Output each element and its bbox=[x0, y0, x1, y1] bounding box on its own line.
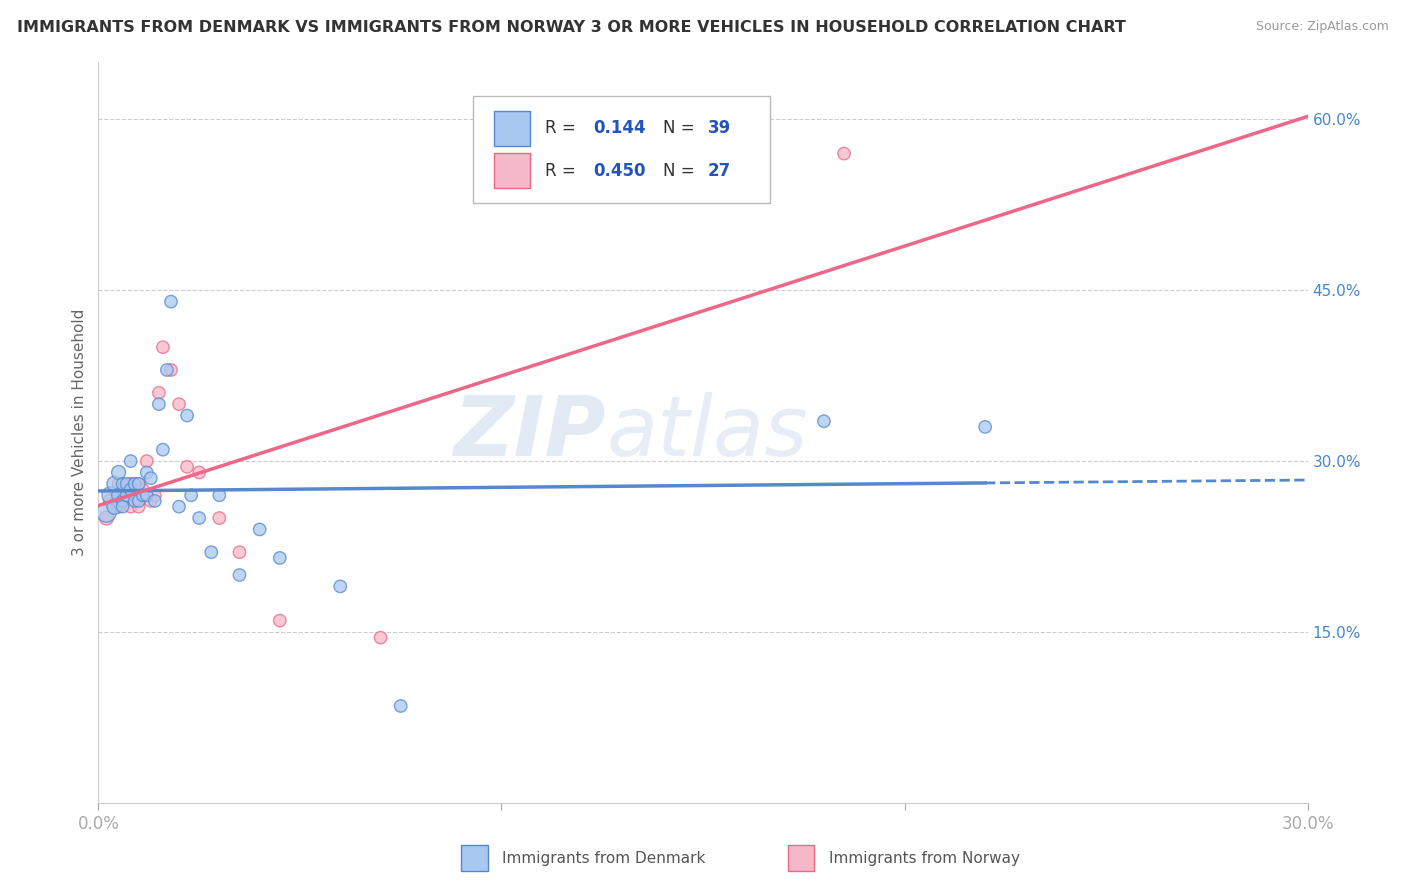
Point bbox=[111, 494, 134, 508]
Point bbox=[329, 579, 352, 593]
Point bbox=[228, 545, 250, 559]
Point bbox=[143, 488, 166, 502]
Point bbox=[156, 363, 179, 377]
Point bbox=[103, 476, 125, 491]
Text: 0.450: 0.450 bbox=[593, 161, 645, 179]
Point bbox=[139, 471, 162, 485]
Point bbox=[103, 500, 125, 514]
Text: N =: N = bbox=[664, 161, 700, 179]
Point bbox=[124, 494, 146, 508]
Point bbox=[107, 500, 129, 514]
Text: R =: R = bbox=[544, 161, 581, 179]
Point bbox=[128, 476, 150, 491]
Point bbox=[115, 488, 138, 502]
Point bbox=[115, 476, 138, 491]
Point bbox=[249, 523, 271, 537]
Text: ZIP: ZIP bbox=[454, 392, 606, 473]
Text: 27: 27 bbox=[707, 161, 731, 179]
Point bbox=[107, 476, 129, 491]
Point bbox=[120, 454, 142, 468]
Point bbox=[103, 500, 125, 514]
Text: 39: 39 bbox=[707, 120, 731, 137]
Point bbox=[143, 494, 166, 508]
Point bbox=[269, 614, 291, 628]
Point bbox=[188, 511, 211, 525]
Point bbox=[128, 476, 150, 491]
Point bbox=[111, 500, 134, 514]
Point bbox=[200, 545, 222, 559]
Point bbox=[148, 385, 170, 400]
Point bbox=[176, 459, 198, 474]
Point bbox=[160, 294, 183, 309]
Point bbox=[188, 466, 211, 480]
Point bbox=[115, 494, 138, 508]
Point bbox=[167, 500, 190, 514]
Point bbox=[120, 483, 142, 497]
Point bbox=[111, 476, 134, 491]
Point bbox=[120, 476, 142, 491]
Point bbox=[148, 397, 170, 411]
Point bbox=[152, 340, 174, 354]
Point bbox=[100, 488, 122, 502]
Point bbox=[128, 500, 150, 514]
Point bbox=[832, 146, 855, 161]
Point bbox=[370, 631, 392, 645]
FancyBboxPatch shape bbox=[461, 846, 488, 871]
Point bbox=[111, 488, 134, 502]
Point bbox=[167, 397, 190, 411]
Text: Immigrants from Norway: Immigrants from Norway bbox=[828, 851, 1019, 866]
Text: IMMIGRANTS FROM DENMARK VS IMMIGRANTS FROM NORWAY 3 OR MORE VEHICLES IN HOUSEHOL: IMMIGRANTS FROM DENMARK VS IMMIGRANTS FR… bbox=[17, 20, 1126, 35]
Y-axis label: 3 or more Vehicles in Household: 3 or more Vehicles in Household bbox=[72, 309, 87, 557]
Point bbox=[228, 568, 250, 582]
Text: Immigrants from Denmark: Immigrants from Denmark bbox=[502, 851, 706, 866]
Point bbox=[96, 511, 118, 525]
Point bbox=[974, 420, 997, 434]
FancyBboxPatch shape bbox=[494, 153, 530, 188]
FancyBboxPatch shape bbox=[787, 846, 814, 871]
Point bbox=[160, 363, 183, 377]
Point bbox=[128, 494, 150, 508]
Point bbox=[100, 494, 122, 508]
Point bbox=[208, 511, 231, 525]
Point bbox=[139, 494, 162, 508]
Point bbox=[135, 488, 157, 502]
Point bbox=[124, 476, 146, 491]
FancyBboxPatch shape bbox=[474, 95, 769, 203]
Point bbox=[124, 476, 146, 491]
Text: 0.144: 0.144 bbox=[593, 120, 645, 137]
Point bbox=[135, 454, 157, 468]
Point bbox=[180, 488, 202, 502]
Point bbox=[152, 442, 174, 457]
Text: atlas: atlas bbox=[606, 392, 808, 473]
Point bbox=[389, 698, 412, 713]
Point bbox=[96, 505, 118, 519]
Point bbox=[176, 409, 198, 423]
Point bbox=[813, 414, 835, 428]
FancyBboxPatch shape bbox=[494, 111, 530, 146]
Point bbox=[132, 488, 155, 502]
Text: Source: ZipAtlas.com: Source: ZipAtlas.com bbox=[1256, 20, 1389, 33]
Point bbox=[135, 466, 157, 480]
Point bbox=[208, 488, 231, 502]
Text: N =: N = bbox=[664, 120, 700, 137]
Point bbox=[120, 500, 142, 514]
Point bbox=[107, 488, 129, 502]
Point bbox=[269, 550, 291, 565]
Point bbox=[132, 483, 155, 497]
Point bbox=[107, 466, 129, 480]
Text: R =: R = bbox=[544, 120, 581, 137]
